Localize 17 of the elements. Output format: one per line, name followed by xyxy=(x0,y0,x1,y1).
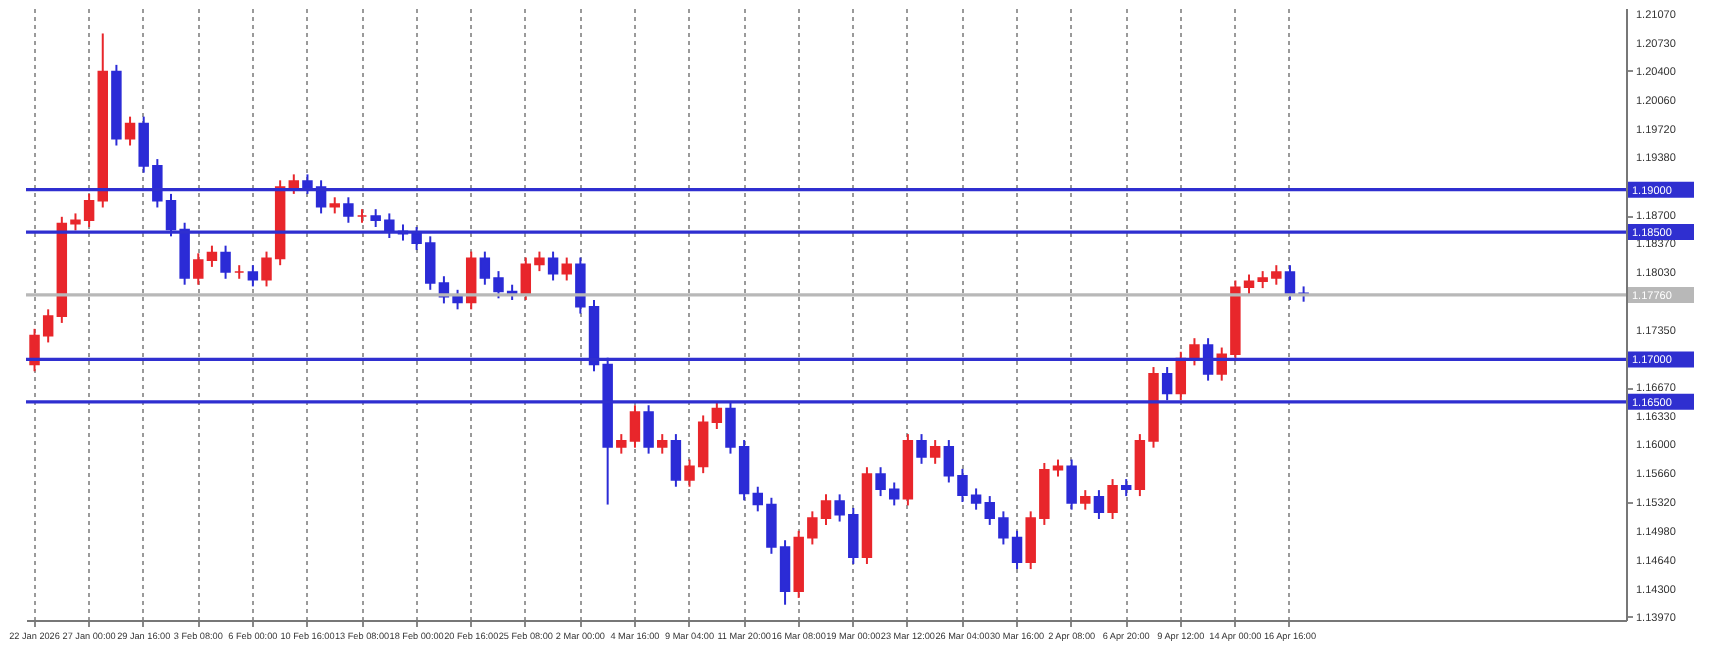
candlestick xyxy=(916,433,927,465)
candlestick xyxy=(343,196,354,224)
candlestick xyxy=(1189,337,1200,367)
candlestick xyxy=(1066,458,1077,511)
candlestick xyxy=(929,439,941,465)
candlestick xyxy=(657,433,668,455)
candlestick xyxy=(711,400,723,431)
candlestick xyxy=(1093,489,1105,520)
candlestick xyxy=(1080,489,1091,511)
candlestick xyxy=(247,264,259,288)
candlestick xyxy=(561,256,572,282)
candlestick xyxy=(670,433,682,488)
candlestick xyxy=(220,244,231,280)
candlestick xyxy=(547,250,559,282)
candlestick xyxy=(1107,478,1118,520)
candlestick xyxy=(124,115,136,147)
candlestick xyxy=(288,173,300,195)
